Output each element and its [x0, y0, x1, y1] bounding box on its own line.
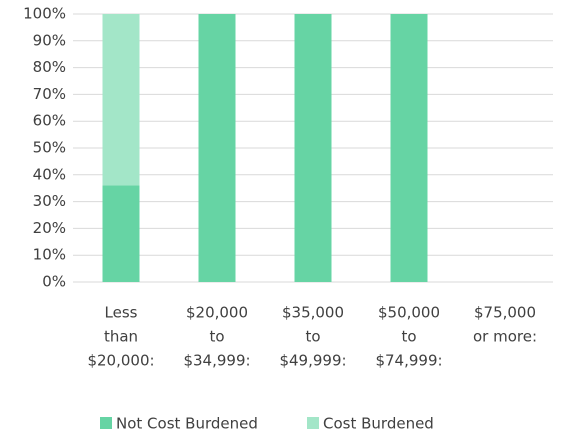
- x-tick-label: $49,999:: [279, 352, 346, 370]
- y-tick-label: 100%: [23, 5, 66, 23]
- bar-segment: [198, 14, 236, 282]
- x-tick-label: $20,000:: [87, 352, 154, 370]
- bar-segment: [102, 14, 140, 186]
- x-tick-label: $75,000: [474, 304, 536, 322]
- y-tick-label: 70%: [33, 85, 66, 103]
- x-tick-label: $20,000: [186, 304, 248, 322]
- legend-swatch: [100, 417, 112, 429]
- x-tick-label: $74,999:: [375, 352, 442, 370]
- y-tick-label: 40%: [33, 165, 66, 183]
- x-tick-label: $35,000: [282, 304, 344, 322]
- legend-label: Not Cost Burdened: [116, 415, 258, 433]
- y-tick-label: 80%: [33, 58, 66, 76]
- y-tick-label: 0%: [42, 273, 66, 291]
- y-tick-label: 50%: [33, 139, 66, 157]
- x-tick-label: than: [104, 328, 138, 346]
- y-tick-label: 90%: [33, 31, 66, 49]
- legend-swatch: [307, 417, 319, 429]
- x-tick-label: $50,000: [378, 304, 440, 322]
- legend-label: Cost Burdened: [323, 415, 434, 433]
- bar-segment: [390, 14, 428, 282]
- bar-segment: [294, 14, 332, 282]
- y-tick-label: 60%: [33, 112, 66, 130]
- x-tick-label: Less: [105, 304, 138, 322]
- x-tick-label: to: [305, 328, 320, 346]
- bar-segment: [102, 185, 140, 282]
- x-tick-label: to: [209, 328, 224, 346]
- x-tick-label: or more:: [473, 328, 537, 346]
- x-tick-label: $34,999:: [183, 352, 250, 370]
- x-tick-label: to: [401, 328, 416, 346]
- y-tick-label: 10%: [33, 246, 66, 264]
- y-tick-label: 30%: [33, 192, 66, 210]
- y-tick-label: 20%: [33, 219, 66, 237]
